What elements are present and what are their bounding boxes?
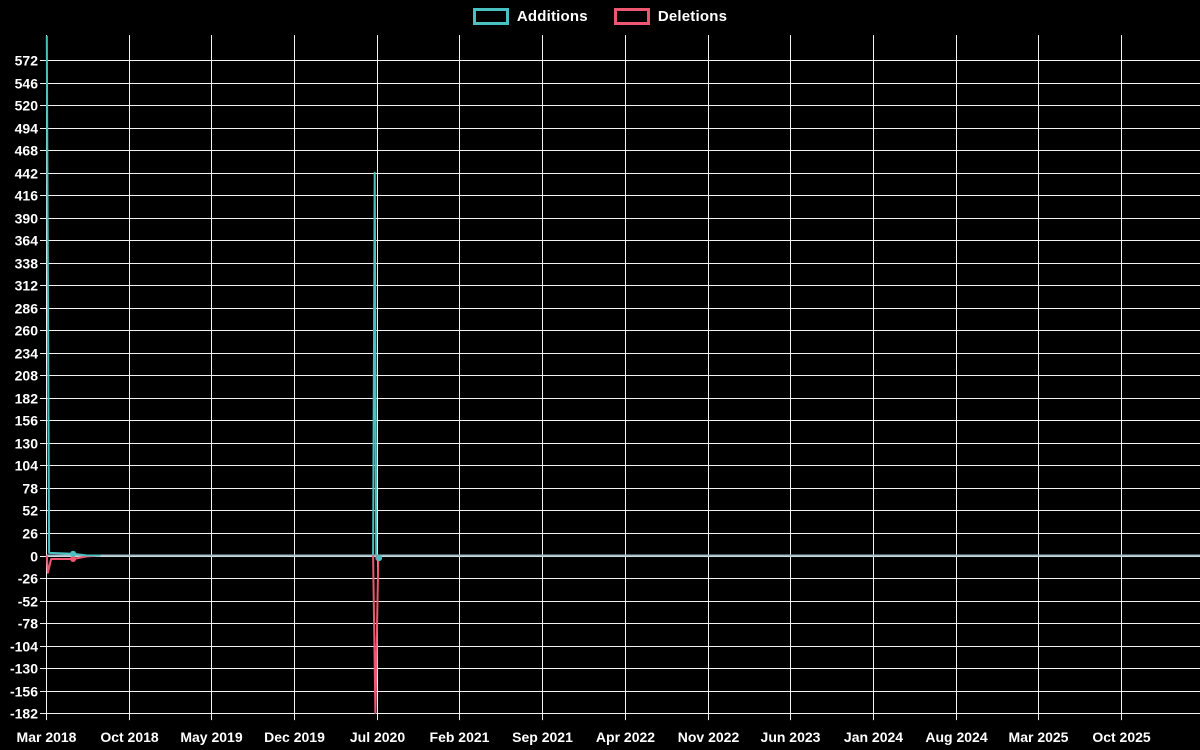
y-tick-label: 390 xyxy=(15,211,39,227)
x-tick-label: Mar 2018 xyxy=(17,729,77,745)
x-tick-label: Jan 2024 xyxy=(844,729,903,745)
x-tick-label: Sep 2021 xyxy=(512,729,573,745)
y-tick-label: 286 xyxy=(15,301,39,317)
y-tick-label: 78 xyxy=(22,481,38,497)
y-tick-label: 52 xyxy=(22,503,38,519)
legend-label-deletions: Deletions xyxy=(657,8,728,25)
legend-item-deletions[interactable]: Deletions xyxy=(613,8,728,25)
x-tick-label: Apr 2022 xyxy=(596,729,655,745)
deletions-point-marker xyxy=(70,556,77,562)
y-tick-label: -52 xyxy=(18,594,38,610)
deletions-swatch-icon xyxy=(613,8,650,25)
y-tick-label: 182 xyxy=(15,391,39,407)
y-tick-label: 130 xyxy=(15,436,39,452)
y-tick-label: -104 xyxy=(10,639,38,655)
additions-point-marker xyxy=(376,555,383,562)
x-tick-label: Dec 2019 xyxy=(264,729,325,745)
y-tick-label: 442 xyxy=(15,166,39,182)
chart-legend: Additions Deletions xyxy=(0,8,1200,25)
x-tick-label: May 2019 xyxy=(180,729,242,745)
y-tick-label: 416 xyxy=(15,188,39,204)
y-tick-label: 104 xyxy=(15,458,39,474)
y-tick-label: 0 xyxy=(30,549,38,565)
y-tick-label: 234 xyxy=(15,346,39,362)
y-tick-label: 260 xyxy=(15,323,39,339)
y-tick-label: 364 xyxy=(15,233,39,249)
x-tick-label: Oct 2025 xyxy=(1092,729,1151,745)
y-tick-label: 546 xyxy=(15,76,39,92)
legend-label-additions: Additions xyxy=(516,8,588,25)
x-tick-label: Aug 2024 xyxy=(925,729,987,745)
x-tick-label: Nov 2022 xyxy=(678,729,740,745)
y-tick-label: 208 xyxy=(15,368,39,384)
y-tick-label: 520 xyxy=(15,98,39,114)
additions-swatch-icon xyxy=(472,8,509,25)
additions-line xyxy=(45,35,101,557)
y-tick-label: -182 xyxy=(10,706,38,722)
y-tick-label: 494 xyxy=(15,121,39,137)
y-tick-label: -130 xyxy=(10,661,38,677)
y-tick-label: 572 xyxy=(15,53,39,69)
y-tick-label: -156 xyxy=(10,684,38,700)
x-tick-label: Jul 2020 xyxy=(350,729,405,745)
y-tick-label: -26 xyxy=(18,571,38,587)
y-tick-label: 26 xyxy=(22,526,38,542)
y-tick-label: 338 xyxy=(15,256,39,272)
x-tick-label: Mar 2025 xyxy=(1009,729,1069,745)
y-tick-label: 156 xyxy=(15,413,39,429)
additions-point-marker xyxy=(70,550,77,557)
y-tick-label: 468 xyxy=(15,143,39,159)
y-tick-label: 312 xyxy=(15,278,39,294)
x-tick-label: Oct 2018 xyxy=(100,729,159,745)
y-tick-label: -78 xyxy=(18,616,38,632)
x-tick-label: Jun 2023 xyxy=(761,729,821,745)
legend-item-additions[interactable]: Additions xyxy=(472,8,588,25)
x-tick-label: Feb 2021 xyxy=(430,729,490,745)
